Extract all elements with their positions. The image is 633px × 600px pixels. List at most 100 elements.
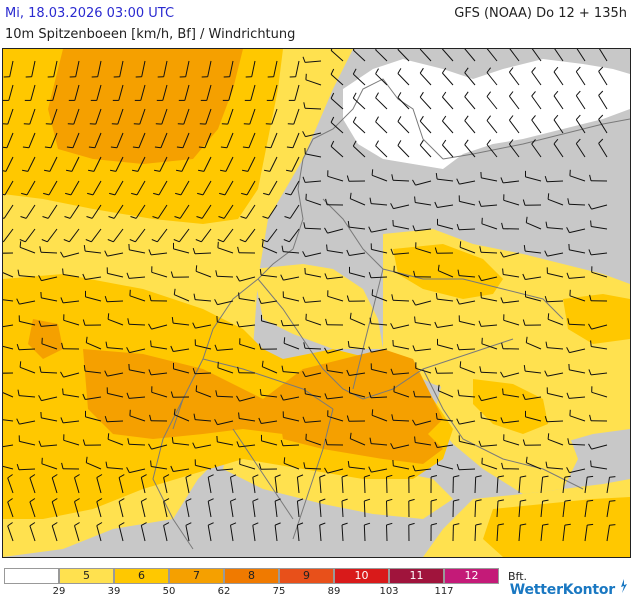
wind-barb-shaft xyxy=(531,95,542,110)
wind-barb-feather xyxy=(175,192,182,196)
wind-barb-feather xyxy=(352,92,357,99)
wind-barb-feather xyxy=(118,498,125,502)
wind-barb-shaft xyxy=(327,370,344,374)
wind-barb-feather xyxy=(456,178,460,185)
wind-barb-feather xyxy=(441,115,447,122)
wind-barb-feather xyxy=(107,313,110,320)
wind-barb-shaft xyxy=(107,438,124,446)
wind-barb-shaft xyxy=(547,318,564,326)
wind-barb-shaft xyxy=(518,477,521,494)
wind-barb-feather xyxy=(347,461,350,468)
wind-barb-feather xyxy=(96,498,103,503)
wind-barb-feather xyxy=(85,239,92,243)
wind-barb-feather xyxy=(150,340,152,347)
wind-barb-feather xyxy=(326,244,328,251)
wind-barb-feather xyxy=(464,139,469,145)
wind-barb-shaft xyxy=(173,248,190,254)
wind-barb-shaft xyxy=(393,252,410,255)
wind-barb-shaft xyxy=(305,60,322,63)
wind-barb-shaft xyxy=(509,49,520,62)
wind-barb-shaft xyxy=(195,324,212,329)
wind-barb-feather xyxy=(441,91,447,98)
wind-barb-shaft xyxy=(230,477,234,494)
wind-barb-feather xyxy=(590,340,592,347)
wind-barb-shaft xyxy=(305,153,322,158)
wind-barb-shaft xyxy=(207,525,212,542)
wind-barb-feather xyxy=(547,313,550,320)
wind-barb-feather xyxy=(390,323,394,329)
wind-barb-shaft xyxy=(459,300,476,305)
wind-barb-feather xyxy=(96,522,103,527)
wind-barb-shaft xyxy=(305,132,322,138)
wind-barb-shaft xyxy=(438,270,454,278)
wind-barb-shaft xyxy=(591,372,608,376)
wind-barb-shaft xyxy=(591,271,608,278)
wind-barb-feather xyxy=(430,523,438,526)
wind-barb-feather xyxy=(544,295,548,302)
wind-barb-shaft xyxy=(41,444,58,447)
wind-barb-shaft xyxy=(503,252,520,258)
wind-barb-feather xyxy=(386,498,393,502)
wind-barb-shaft xyxy=(525,250,542,254)
wind-barb-shaft xyxy=(283,251,300,254)
wind-barb-shaft xyxy=(29,477,36,494)
wind-barb-feather xyxy=(408,498,415,502)
wind-barb-shaft xyxy=(496,476,499,494)
wind-barb-shaft xyxy=(227,108,234,125)
wind-barb-shaft xyxy=(415,367,432,374)
wind-barb-shaft xyxy=(113,204,124,219)
wind-barb-feather xyxy=(152,216,159,219)
legend-swatch-9: 9 xyxy=(279,568,334,584)
wind-barb-feather xyxy=(500,371,504,378)
wind-barb-shaft xyxy=(371,468,388,473)
legend-unit: Bft. xyxy=(508,570,528,583)
wind-barb-feather xyxy=(303,222,306,229)
wind-barb-shaft xyxy=(174,294,190,302)
wind-barb-shaft xyxy=(217,441,234,446)
wind-barb-shaft xyxy=(591,346,608,350)
wind-barb-shaft xyxy=(305,439,322,446)
wind-barb-shaft xyxy=(481,324,498,327)
wind-barb-shaft xyxy=(547,272,564,278)
wind-barbs xyxy=(3,49,616,542)
wind-barb-shaft xyxy=(458,228,476,231)
wind-barb-shaft xyxy=(584,525,588,542)
wind-barb-shaft xyxy=(3,228,14,243)
wind-barb-shaft xyxy=(283,416,300,422)
wind-barb-shaft xyxy=(72,132,80,148)
wind-barb-shaft xyxy=(49,156,58,172)
wind-barb-shaft xyxy=(74,525,80,542)
wind-barb-shaft xyxy=(330,122,344,134)
wind-barb-feather xyxy=(347,221,350,228)
wind-gust-map[interactable] xyxy=(2,48,631,558)
wind-barb-shaft xyxy=(63,420,80,424)
wind-barb-feather xyxy=(566,272,570,279)
wind-barb-shaft xyxy=(19,366,36,374)
wind-barb-shaft xyxy=(283,462,300,470)
wind-barb-feather xyxy=(3,146,7,149)
wind-barb-feather xyxy=(285,169,293,172)
wind-barb-shaft xyxy=(349,372,366,376)
wind-barb-feather xyxy=(553,138,559,145)
wind-barb-shaft xyxy=(459,420,476,425)
wind-barb-shaft xyxy=(250,84,256,101)
wind-barb-shaft xyxy=(261,420,278,424)
wind-barb-feather xyxy=(319,498,326,502)
wind-barb-shaft xyxy=(598,143,608,158)
wind-barb-feather xyxy=(259,389,262,396)
wind-barb-feather xyxy=(349,312,352,319)
wind-barb-shaft xyxy=(481,223,498,230)
wind-barb-shaft xyxy=(503,319,520,326)
wind-barb-shaft xyxy=(161,108,168,125)
wind-barb-shaft xyxy=(7,525,14,542)
wind-barb-feather xyxy=(82,273,86,280)
wind-barb-shaft xyxy=(525,396,542,400)
wind-barb-shaft xyxy=(29,108,36,125)
wind-barb-feather xyxy=(589,294,592,301)
color-legend: 5 6 7 8 9 10 11 12 xyxy=(4,568,499,584)
wind-barb-feather xyxy=(19,239,26,243)
wind-barb-shaft xyxy=(371,228,388,233)
wind-barb-feather xyxy=(264,146,271,149)
wind-barb-shaft xyxy=(283,296,300,302)
wind-barb-shaft xyxy=(350,318,366,326)
